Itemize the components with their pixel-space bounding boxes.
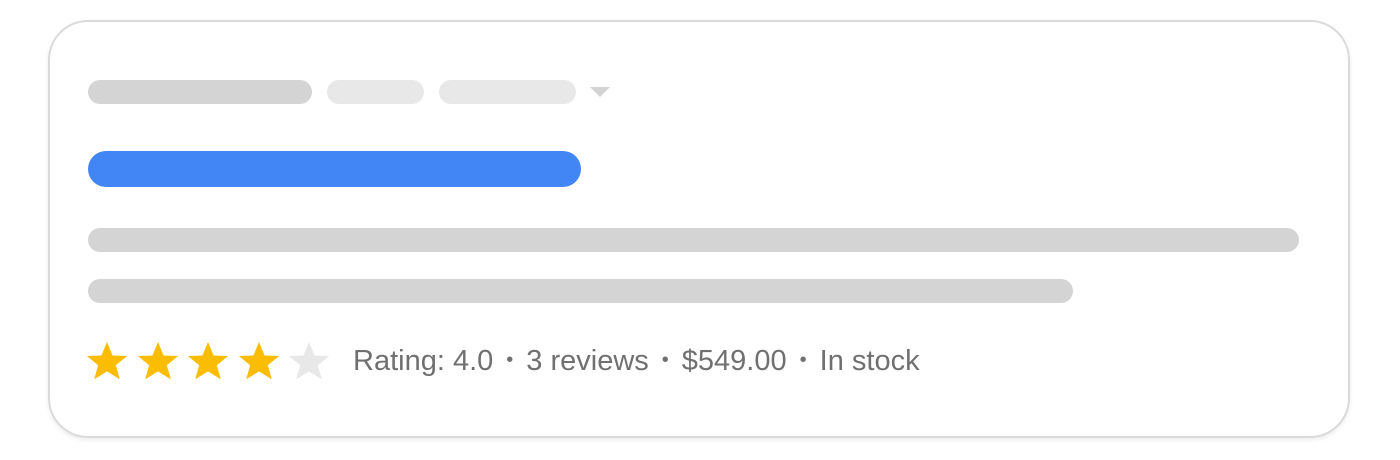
title-link-placeholder[interactable] xyxy=(88,151,581,187)
star-filled-icon xyxy=(135,338,181,384)
breadcrumb-placeholder-1 xyxy=(88,80,312,104)
star-empty-icon xyxy=(286,338,332,384)
breadcrumb-placeholder-2 xyxy=(327,80,424,104)
snippet-line-1 xyxy=(88,228,1299,252)
snippet-line-2 xyxy=(88,279,1073,303)
product-result-card xyxy=(48,20,1350,438)
availability: In stock xyxy=(819,345,920,377)
breadcrumb-placeholder-3 xyxy=(439,80,576,104)
product-meta: Rating: 4.0 • 3 reviews • $549.00 • In stock xyxy=(353,345,920,378)
separator: • xyxy=(799,349,807,371)
star-filled-icon xyxy=(185,338,231,384)
star-filled-icon xyxy=(84,338,130,384)
chevron-down-icon[interactable] xyxy=(590,87,610,99)
separator: • xyxy=(661,349,669,371)
price: $549.00 xyxy=(681,345,787,377)
rating-text: Rating: 4.0 xyxy=(353,345,494,377)
review-count: 3 reviews xyxy=(526,345,649,377)
separator: • xyxy=(506,349,514,371)
star-filled-icon xyxy=(236,338,282,384)
